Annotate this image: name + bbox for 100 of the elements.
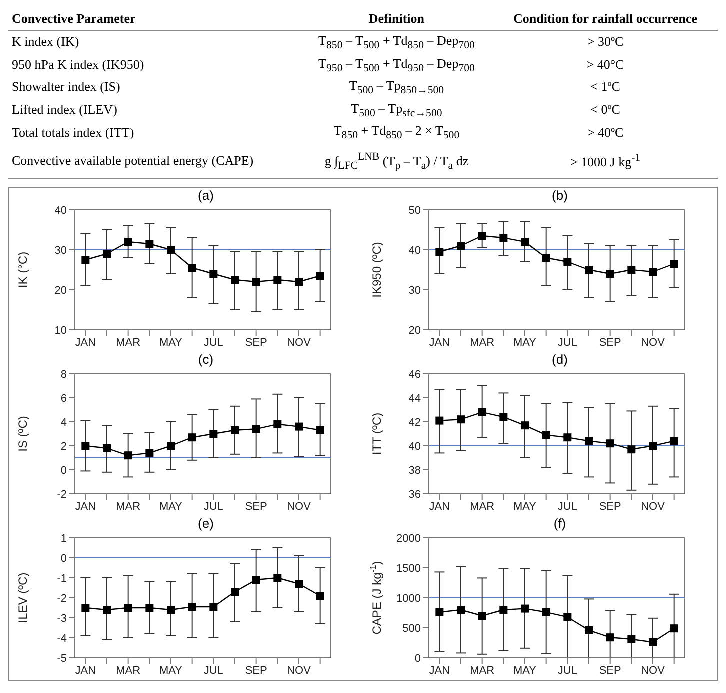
y-tick-label: 1: [60, 532, 67, 545]
y-tick-label: 0: [60, 552, 67, 565]
chart-title: (a): [197, 188, 215, 204]
point: [500, 234, 508, 242]
y-tick-label: -2: [57, 592, 67, 605]
x-tick-label: SEP: [245, 336, 268, 349]
x-tick-label: NOV: [641, 336, 666, 349]
point: [295, 278, 303, 286]
y-tick-label: 0: [60, 464, 67, 477]
text: > 40ºC: [586, 124, 625, 142]
text: T$_{500}$ – Tp$_{sfc→500}$: [350, 100, 444, 122]
point: [436, 416, 444, 425]
x-tick-label: JAN: [75, 336, 96, 349]
x-tick-label: JUL: [204, 664, 224, 677]
x-tick-label: JUL: [558, 336, 578, 349]
chart-title: (f): [552, 516, 568, 532]
x-tick-label: MAY: [513, 664, 538, 677]
x-tick-label: JUL: [204, 500, 224, 513]
x-tick-label: JUL: [204, 336, 224, 349]
point: [82, 442, 90, 450]
x-tick-label: JAN: [75, 500, 96, 513]
point: [436, 248, 444, 256]
point: [167, 246, 175, 254]
point: [167, 442, 175, 450]
x-tick-label: NOV: [641, 500, 666, 513]
point: [188, 264, 196, 272]
point: [606, 634, 614, 642]
x-tick-label: MAY: [159, 500, 184, 513]
text: 950 hPa K index (IK950): [11, 56, 146, 74]
point: [231, 588, 239, 596]
point: [478, 408, 486, 416]
x-tick-label: JUL: [558, 664, 578, 677]
point: [628, 446, 636, 454]
point: [188, 602, 196, 611]
x-tick-label: NOV: [641, 664, 666, 677]
point: [521, 238, 529, 246]
x-tick-label: MAR: [116, 336, 141, 349]
point: [231, 426, 239, 434]
point: [146, 240, 154, 248]
point: [457, 416, 465, 424]
point: [103, 606, 111, 614]
text: Lifted index (ILEV): [11, 101, 118, 120]
y-tick-label: 30: [54, 244, 67, 257]
point: [167, 606, 175, 614]
x-tick-label: MAR: [116, 500, 141, 513]
chart-title: (d): [551, 352, 569, 368]
x-tick-label: SEP: [599, 500, 622, 513]
point: [478, 232, 486, 240]
point: [564, 613, 572, 622]
x-tick-label: MAR: [470, 336, 495, 349]
y-tick-label: 40: [54, 204, 67, 217]
point: [542, 431, 550, 440]
text: Showalter index (IS): [11, 78, 122, 96]
y-tick-label: 10: [54, 324, 67, 337]
point: [436, 608, 444, 616]
x-tick-label: MAY: [159, 664, 184, 677]
text: T$_{500}$ – Tp$_{850→500}$: [348, 77, 446, 99]
y-tick-label: -3: [57, 612, 67, 625]
point: [274, 276, 282, 284]
point: [585, 266, 593, 274]
x-tick-label: JAN: [429, 664, 450, 677]
x-tick-label: MAR: [470, 664, 495, 677]
x-tick-label: NOV: [287, 500, 312, 513]
point: [210, 270, 218, 278]
point: [316, 272, 324, 280]
point: [585, 437, 593, 446]
x-tick-label: MAR: [470, 500, 495, 513]
point: [103, 250, 111, 258]
y-axis-title: IK (°C): [16, 252, 30, 288]
point: [542, 608, 550, 616]
text: > 40°C: [586, 56, 626, 74]
point: [316, 592, 324, 600]
x-tick-label: JAN: [75, 664, 96, 677]
text: K index (IK): [11, 33, 80, 52]
point: [670, 437, 678, 446]
x-tick-label: SEP: [245, 500, 268, 513]
y-tick-label: 38: [408, 464, 421, 477]
text: > 1000 J kg$^{-1}$: [569, 150, 642, 172]
text: Total totals index (ITT): [11, 124, 136, 142]
y-tick-label: 30: [408, 284, 421, 297]
y-tick-label: 2: [60, 440, 67, 453]
point: [457, 606, 465, 614]
text: < 0ºC: [590, 101, 622, 120]
y-tick-label: 20: [408, 324, 421, 337]
text: T$_{950}$ – T$_{500}$ + Td$_{950}$ – Dep$_{700}$: [318, 54, 476, 76]
point: [188, 434, 196, 442]
point: [628, 266, 636, 274]
point: [231, 276, 239, 284]
y-tick-label: 500: [402, 622, 421, 635]
point: [103, 444, 111, 452]
y-tick-label: 42: [408, 416, 421, 429]
text: Definition: [368, 10, 426, 28]
point: [295, 580, 303, 588]
y-tick-label: 8: [60, 368, 67, 381]
point: [564, 434, 572, 442]
y-tick-label: 2000: [396, 532, 421, 545]
y-tick-label: 40: [408, 440, 421, 453]
y-axis-title: IS (ºC): [16, 416, 30, 452]
point: [585, 626, 593, 634]
text: < 1ºC: [590, 78, 622, 96]
